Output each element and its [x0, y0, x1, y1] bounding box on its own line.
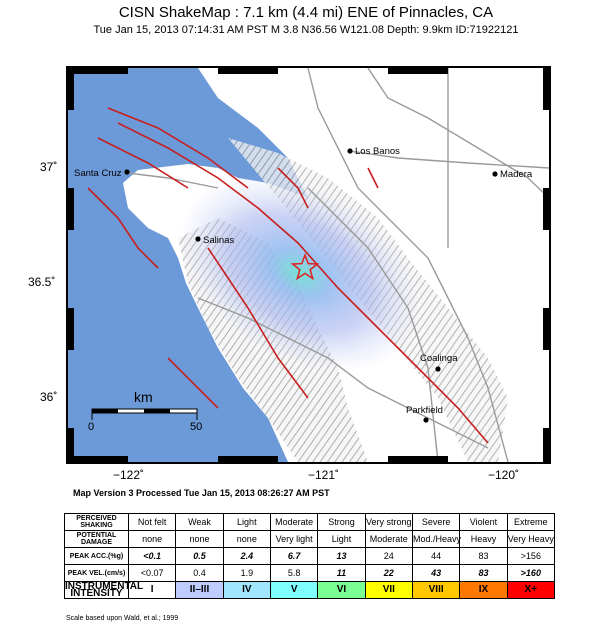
city-dot-coalinga: [435, 366, 441, 372]
intensity-swatch: VI: [317, 581, 366, 599]
legend-cell: 83: [459, 564, 508, 582]
legend-cell: 0.4: [175, 564, 224, 582]
legend-cell: Light: [317, 530, 366, 548]
legend-cell: Mod./Heavy: [411, 530, 461, 548]
legend-row-label: PEAK VEL.(cm/s): [64, 564, 129, 582]
intensity-swatch: I: [127, 581, 177, 599]
legend-row-label: POTENTIAL DAMAGE: [64, 530, 129, 548]
scale-credit: Scale based upon Wald, et al.; 1999: [66, 615, 179, 622]
legend-cell: <0.1: [127, 547, 177, 565]
legend-cell: 22: [364, 564, 413, 582]
legend-cell: 11: [317, 564, 366, 582]
legend-cell: 6.7: [269, 547, 319, 565]
legend-cell: 43: [411, 564, 461, 582]
map-version: Map Version 3 Processed Tue Jan 15, 2013…: [73, 488, 330, 498]
map-canvas: Los Banos Madera Santa Cruz Salinas Coal…: [68, 68, 549, 462]
intensity-swatch: V: [269, 581, 319, 599]
legend-row-peak-acc: PEAK ACC.(%g) <0.1 0.5 2.4 6.7 13 24 44 …: [64, 547, 556, 565]
city-dot-santa-cruz: [124, 169, 130, 175]
city-label-los-banos: Los Banos: [355, 146, 400, 157]
legend-cell: Strong: [317, 513, 366, 531]
lon-label-120: −120˚: [488, 468, 520, 482]
ocean-area: [68, 68, 308, 462]
legend-cell: none: [127, 530, 177, 548]
legend-row-peak-vel: PEAK VEL.(cm/s) <0.07 0.4 1.9 5.8 11 22 …: [64, 564, 556, 582]
lat-label-36: 36˚: [40, 390, 58, 404]
legend-cell: 83: [459, 547, 508, 565]
legend-cell: 2.4: [222, 547, 271, 565]
legend-cell: 1.9: [222, 564, 271, 582]
city-label-parkfield: Parkfield: [406, 405, 443, 416]
legend-cell: 5.8: [269, 564, 319, 582]
legend-cell: Heavy: [459, 530, 508, 548]
legend-cell: >156: [506, 547, 556, 565]
epicenter-star-icon: [290, 252, 320, 281]
legend-cell: 13: [317, 547, 366, 565]
scale-bar-end: 50: [190, 421, 202, 433]
legend-cell: Moderate: [364, 530, 413, 548]
lon-label-121: −121˚: [308, 468, 340, 482]
legend-cell: 0.5: [175, 547, 224, 565]
legend-cell: >160: [506, 564, 556, 582]
legend-row-intensity: INSTRUMENTAL INTENSITY I II–III IV V VI …: [64, 581, 556, 599]
legend-cell: Severe: [411, 513, 461, 531]
legend-cell: Very light: [269, 530, 319, 548]
city-label-salinas: Salinas: [203, 235, 234, 246]
legend-cell: 44: [411, 547, 461, 565]
legend-cell: Extreme: [506, 513, 556, 531]
lon-label-122: −122˚: [113, 468, 145, 482]
legend-cell: Very strong: [364, 513, 413, 531]
legend-cell: Not felt: [127, 513, 177, 531]
map-frame-ticks: [68, 68, 549, 462]
city-dot-parkfield: [423, 417, 429, 423]
legend-cell: <0.07: [127, 564, 177, 582]
road-network: [127, 68, 549, 462]
shaking-intensity-area: [179, 174, 421, 372]
scale-bar: km 0 50: [88, 389, 202, 433]
legend-cell: Very Heavy: [506, 530, 556, 548]
event-details: Tue Jan 15, 2013 07:14:31 AM PST M 3.8 N…: [93, 24, 519, 36]
legend-cell: none: [175, 530, 224, 548]
legend-cell: Moderate: [269, 513, 319, 531]
fault-lines: [87, 107, 489, 444]
scale-bar-unit: km: [134, 389, 153, 405]
shakemap-panel: Los Banos Madera Santa Cruz Salinas Coal…: [66, 66, 551, 464]
intensity-swatch: IX: [459, 581, 508, 599]
legend-row-label: PERCEIVED SHAKING: [64, 513, 129, 531]
intensity-swatch: VIII: [411, 581, 461, 599]
legend-cell: Light: [222, 513, 271, 531]
lat-label-36-5: 36.5˚: [28, 275, 56, 289]
city-dot-los-banos: [347, 148, 353, 154]
legend-row-label: PEAK ACC.(%g): [64, 547, 129, 565]
map-title: CISN ShakeMap : 7.1 km (4.4 mi) ENE of P…: [118, 4, 494, 21]
legend-row-shaking: PERCEIVED SHAKING Not felt Weak Light Mo…: [64, 513, 556, 531]
legend-cell: Violent: [459, 513, 508, 531]
intensity-swatch: X+: [506, 581, 556, 599]
legend-cell: Weak: [175, 513, 224, 531]
city-label-santa-cruz: Santa Cruz: [74, 168, 122, 179]
city-dot-salinas: [195, 236, 201, 242]
intensity-legend-table: PERCEIVED SHAKING Not felt Weak Light Mo…: [64, 513, 556, 599]
city-label-madera: Madera: [500, 169, 533, 180]
city-dot-madera: [492, 171, 498, 177]
lat-label-37: 37˚: [40, 160, 58, 174]
city-label-coalinga: Coalinga: [420, 353, 458, 364]
city-markers: [124, 148, 498, 423]
legend-row-label: INSTRUMENTAL INTENSITY: [64, 581, 144, 599]
intensity-swatch: IV: [222, 581, 271, 599]
legend-row-damage: POTENTIAL DAMAGE none none none Very lig…: [64, 530, 556, 548]
legend-cell: none: [222, 530, 271, 548]
intensity-swatch: II–III: [175, 581, 224, 599]
intensity-swatch: VII: [364, 581, 413, 599]
legend-cell: 24: [364, 547, 413, 565]
scale-bar-start: 0: [88, 421, 94, 433]
